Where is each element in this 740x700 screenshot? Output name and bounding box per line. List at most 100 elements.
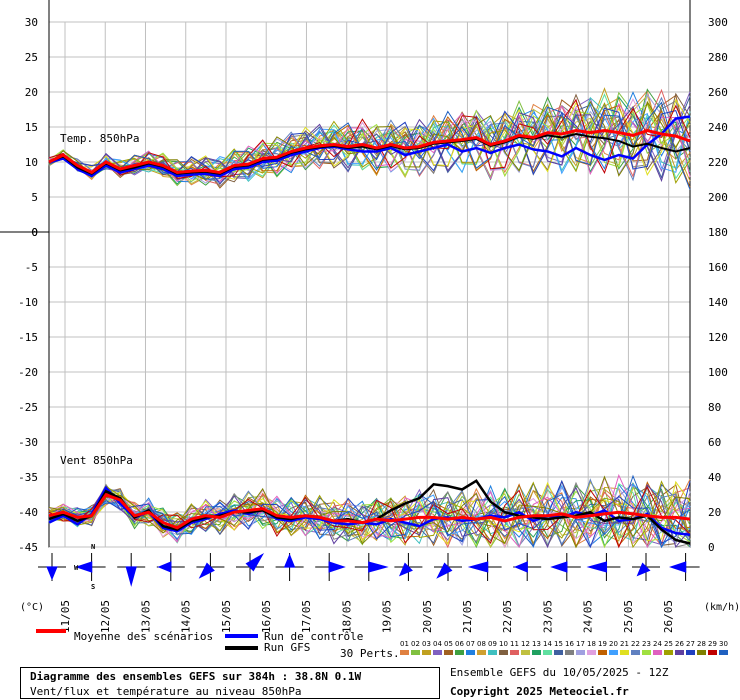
- pert-swatch: [565, 650, 574, 655]
- wind-right-tick: 100: [708, 366, 728, 379]
- main-series: [48, 115, 691, 545]
- compass-letter: W: [74, 564, 79, 572]
- temp-right-tick: 280: [708, 51, 728, 64]
- wind-left-tick: -40: [18, 506, 38, 519]
- wind-rose-petal: [550, 561, 568, 573]
- pert-swatch: [488, 650, 497, 655]
- wind-rose: [315, 553, 346, 581]
- wind-right-tick: 120: [708, 331, 728, 344]
- temp-right-tick: 240: [708, 121, 728, 134]
- pert-number: 06: [455, 640, 464, 648]
- wind-rose: [196, 553, 225, 581]
- axis-labels: 30 25 20 15 10 5 0 300 280 260 240 220 200 0 -5 -10 -15 -…: [18, 16, 728, 633]
- wind-rose: [513, 553, 542, 581]
- wind-rose-petal: [328, 561, 346, 573]
- pert-swatch: [719, 650, 728, 655]
- wind-rose: [434, 553, 462, 581]
- wind-rose: [75, 553, 106, 581]
- temp-pert-line: [48, 103, 691, 182]
- pert-swatch: [477, 650, 486, 655]
- plot-frame: [48, 21, 691, 548]
- wind-roses: N W S: [38, 543, 700, 591]
- pert-swatch: [653, 650, 662, 655]
- temp-pert-line: [48, 98, 691, 179]
- temp-panel-label: Temp. 850hPa: [60, 132, 139, 145]
- temp-left-tick: 15: [25, 121, 38, 134]
- wind-rose: [394, 553, 423, 581]
- legend-control-label: Run de contrôle: [264, 630, 364, 643]
- pert-swatch: [466, 650, 475, 655]
- legend-perts-label: 30 Perts.: [340, 647, 400, 660]
- pert-number: 24: [653, 640, 662, 648]
- pert-number: 12: [521, 640, 530, 648]
- day-label: 20/05: [421, 600, 434, 633]
- pert-number: 01: [400, 640, 409, 648]
- pert-number: 15: [554, 640, 563, 648]
- day-label: 11/05: [59, 600, 72, 633]
- legend-gfs-label: Run GFS: [264, 641, 311, 654]
- pert-swatch: [400, 650, 409, 655]
- pert-number: 30: [719, 640, 728, 648]
- pert-number: 18: [587, 640, 596, 648]
- temp-right-tick: 200: [708, 191, 728, 204]
- wind-left-tick: -25: [18, 401, 38, 414]
- wind-rose-petal: [436, 562, 453, 579]
- day-label: 25/05: [622, 600, 635, 633]
- wind-rose-petal: [46, 566, 58, 581]
- pert-number: 21: [620, 640, 629, 648]
- wind-rose-petal: [513, 561, 528, 573]
- pert-number: 13: [532, 640, 541, 648]
- wind-rose: [236, 552, 265, 581]
- wind-pert-line: [48, 486, 691, 549]
- wind-left-tick: -15: [18, 331, 38, 344]
- day-label: 26/05: [662, 600, 675, 633]
- wind-right-tick: 20: [708, 506, 721, 519]
- day-label: 24/05: [582, 600, 595, 633]
- pert-swatch: [675, 650, 684, 655]
- pert-number: 25: [664, 640, 673, 648]
- pert-swatch: [444, 650, 453, 655]
- pert-number: 09: [488, 640, 497, 648]
- wind-left-tick: -20: [18, 366, 38, 379]
- wind-right-tick: 180: [708, 226, 728, 239]
- temp-right-tick: 220: [708, 156, 728, 169]
- pert-number: 05: [444, 640, 453, 648]
- wind-rose: [586, 553, 621, 581]
- wind-left-tick: -45: [18, 541, 38, 554]
- pert-number: 11: [510, 640, 519, 648]
- temp-left-tick: 5: [31, 191, 38, 204]
- wind-rose-petal: [368, 561, 389, 573]
- pert-swatch: [499, 650, 508, 655]
- pert-swatch: [686, 650, 695, 655]
- compass-letter: S: [91, 583, 95, 591]
- pert-number: 22: [631, 640, 640, 648]
- day-label: 18/05: [340, 600, 353, 633]
- temp-left-tick: 20: [25, 86, 38, 99]
- wind-pert-line: [48, 475, 691, 549]
- pert-swatch: [697, 650, 706, 655]
- temp-right-tick: 260: [708, 86, 728, 99]
- day-label: 19/05: [381, 600, 394, 633]
- wind-rose: [467, 553, 502, 581]
- copyright: Copyright 2025 Meteociel.fr: [450, 685, 629, 698]
- pert-number: 14: [543, 640, 552, 648]
- wind-rose-petal: [157, 561, 172, 573]
- day-label: 17/05: [300, 600, 313, 633]
- pert-number: 10: [499, 640, 508, 648]
- wind-rose: [550, 553, 581, 581]
- wind-rose-petal: [669, 561, 687, 573]
- wind-rose-petal: [125, 566, 137, 587]
- temp-right-tick: 300: [708, 16, 728, 29]
- wind-left-tick: 0: [31, 226, 38, 239]
- day-label: 22/05: [501, 600, 514, 633]
- pert-swatch: [708, 650, 717, 655]
- temp-left-tick: 0: [31, 226, 38, 239]
- day-label: 14/05: [180, 600, 193, 633]
- wind-right-tick: 140: [708, 296, 728, 309]
- temp-mean-line: [48, 128, 691, 175]
- wind-rose-petal: [586, 561, 608, 573]
- day-label: 21/05: [461, 600, 474, 633]
- wind-rose-petal: [467, 561, 489, 573]
- pert-swatch: [532, 650, 541, 655]
